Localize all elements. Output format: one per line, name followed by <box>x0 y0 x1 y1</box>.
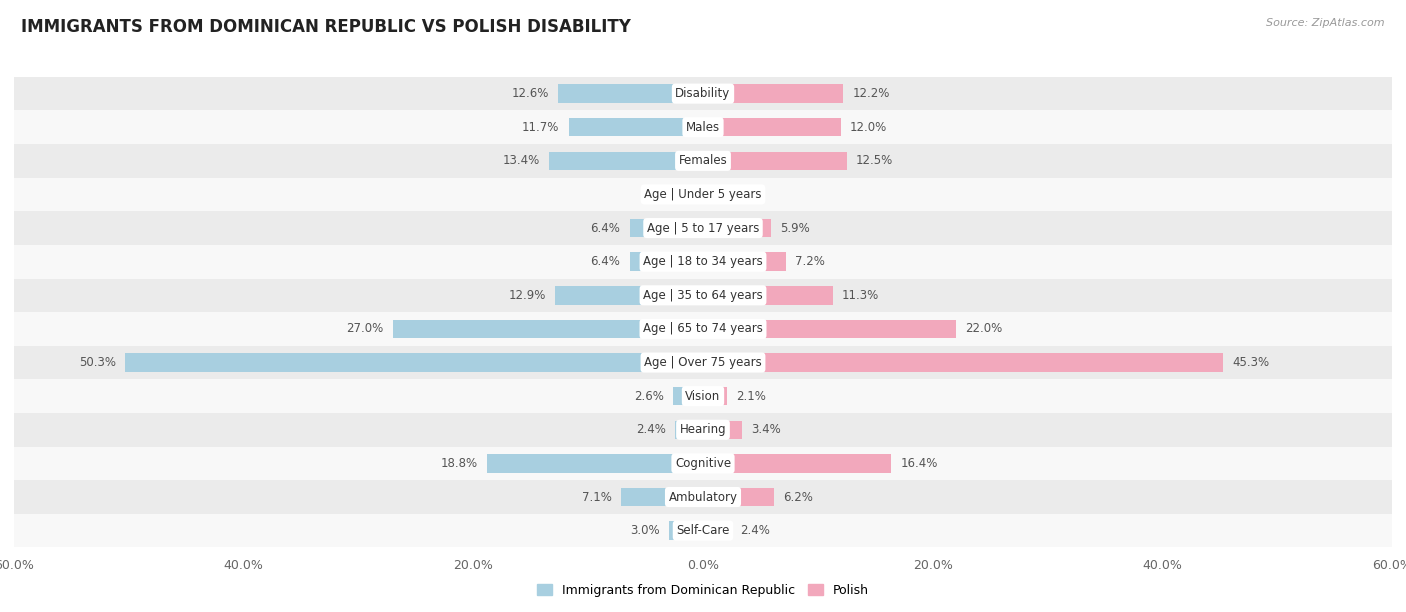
Bar <box>14 76 1392 110</box>
Bar <box>14 480 1392 514</box>
Text: Source: ZipAtlas.com: Source: ZipAtlas.com <box>1267 18 1385 28</box>
Bar <box>14 379 1392 413</box>
Text: 12.0%: 12.0% <box>851 121 887 134</box>
Text: Females: Females <box>679 154 727 167</box>
Text: Cognitive: Cognitive <box>675 457 731 470</box>
Text: 6.2%: 6.2% <box>783 490 813 504</box>
Text: 2.4%: 2.4% <box>637 424 666 436</box>
Bar <box>673 387 703 405</box>
Text: 16.4%: 16.4% <box>900 457 938 470</box>
Text: 5.9%: 5.9% <box>780 222 810 234</box>
Text: 2.6%: 2.6% <box>634 390 664 403</box>
Bar <box>703 521 731 540</box>
Bar <box>703 387 727 405</box>
Text: Age | 35 to 64 years: Age | 35 to 64 years <box>643 289 763 302</box>
Bar <box>558 84 703 103</box>
Bar <box>675 420 703 439</box>
Bar <box>555 286 703 305</box>
Bar <box>669 521 703 540</box>
Text: 6.4%: 6.4% <box>591 222 620 234</box>
Bar <box>630 219 703 237</box>
Bar <box>703 454 891 472</box>
Text: Age | Under 5 years: Age | Under 5 years <box>644 188 762 201</box>
Bar <box>703 420 742 439</box>
Text: 27.0%: 27.0% <box>346 323 384 335</box>
Text: Disability: Disability <box>675 87 731 100</box>
Bar <box>703 253 786 271</box>
Bar <box>486 454 703 472</box>
Text: 7.1%: 7.1% <box>582 490 612 504</box>
Bar <box>703 152 846 170</box>
Text: 1.6%: 1.6% <box>731 188 761 201</box>
Text: 1.1%: 1.1% <box>651 188 681 201</box>
Text: 12.9%: 12.9% <box>509 289 546 302</box>
Text: 6.4%: 6.4% <box>591 255 620 268</box>
Text: 13.4%: 13.4% <box>503 154 540 167</box>
Bar <box>14 346 1392 379</box>
Text: Age | 18 to 34 years: Age | 18 to 34 years <box>643 255 763 268</box>
Text: Ambulatory: Ambulatory <box>668 490 738 504</box>
Bar <box>550 152 703 170</box>
Text: Males: Males <box>686 121 720 134</box>
Legend: Immigrants from Dominican Republic, Polish: Immigrants from Dominican Republic, Poli… <box>533 579 873 602</box>
Text: 22.0%: 22.0% <box>965 323 1002 335</box>
Text: Age | 65 to 74 years: Age | 65 to 74 years <box>643 323 763 335</box>
Bar <box>14 245 1392 278</box>
Text: 3.4%: 3.4% <box>751 424 780 436</box>
Bar <box>703 219 770 237</box>
Bar <box>621 488 703 506</box>
Bar <box>14 211 1392 245</box>
Bar <box>630 253 703 271</box>
Text: 18.8%: 18.8% <box>441 457 478 470</box>
Bar <box>14 144 1392 177</box>
Text: 45.3%: 45.3% <box>1232 356 1270 369</box>
Bar <box>703 118 841 136</box>
Bar <box>703 353 1223 372</box>
Text: Self-Care: Self-Care <box>676 524 730 537</box>
Text: 12.6%: 12.6% <box>512 87 550 100</box>
Text: 12.5%: 12.5% <box>856 154 893 167</box>
Text: 12.2%: 12.2% <box>852 87 890 100</box>
Bar <box>14 110 1392 144</box>
Bar <box>14 514 1392 548</box>
Bar <box>14 177 1392 211</box>
Text: Age | 5 to 17 years: Age | 5 to 17 years <box>647 222 759 234</box>
Text: 2.4%: 2.4% <box>740 524 769 537</box>
Bar <box>14 447 1392 480</box>
Bar <box>14 413 1392 447</box>
Text: Age | Over 75 years: Age | Over 75 years <box>644 356 762 369</box>
Bar <box>703 185 721 204</box>
Bar <box>703 286 832 305</box>
Text: 3.0%: 3.0% <box>630 524 659 537</box>
Text: 50.3%: 50.3% <box>79 356 117 369</box>
Bar <box>14 312 1392 346</box>
Text: IMMIGRANTS FROM DOMINICAN REPUBLIC VS POLISH DISABILITY: IMMIGRANTS FROM DOMINICAN REPUBLIC VS PO… <box>21 18 631 36</box>
Text: 11.3%: 11.3% <box>842 289 879 302</box>
Bar <box>703 84 844 103</box>
Text: Hearing: Hearing <box>679 424 727 436</box>
Text: 2.1%: 2.1% <box>737 390 766 403</box>
Bar <box>703 488 775 506</box>
Text: 7.2%: 7.2% <box>794 255 825 268</box>
Bar <box>568 118 703 136</box>
Bar <box>14 278 1392 312</box>
Text: 11.7%: 11.7% <box>522 121 560 134</box>
Bar <box>703 319 956 338</box>
Bar <box>125 353 703 372</box>
Bar <box>392 319 703 338</box>
Text: Vision: Vision <box>685 390 721 403</box>
Bar <box>690 185 703 204</box>
